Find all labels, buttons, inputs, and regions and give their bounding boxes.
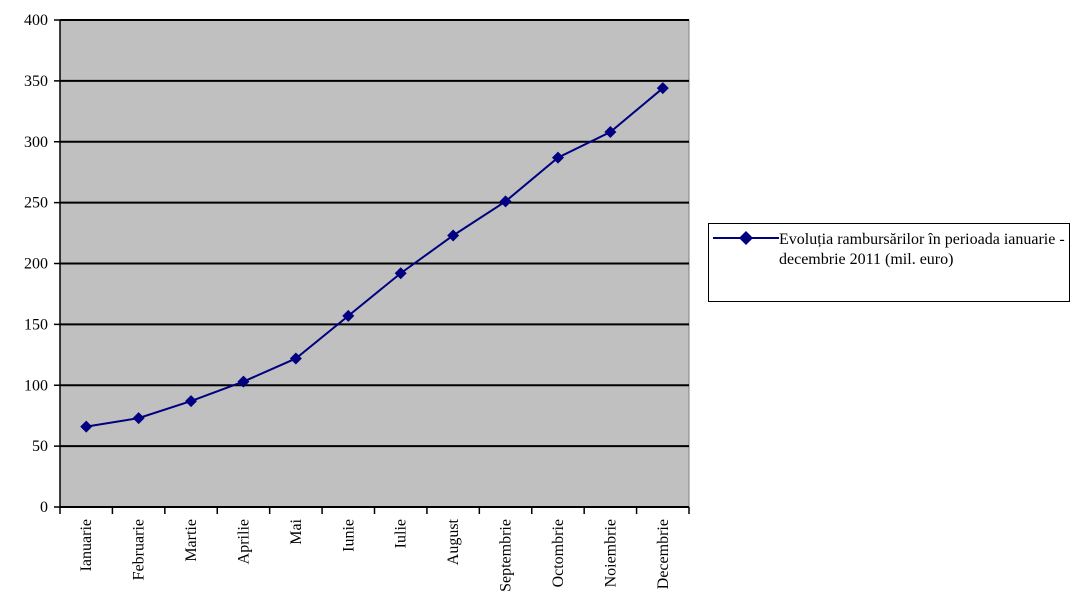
x-tick-label: Septembrie [498, 519, 515, 592]
x-tick-label: Decembrie [655, 519, 672, 589]
x-tick-label: Ianuarie [78, 519, 95, 571]
data-point [132, 412, 145, 425]
legend: Evoluția rambursărilor în perioada ianua… [708, 223, 1070, 302]
data-point [551, 151, 564, 164]
series-line [80, 82, 669, 433]
y-tick-label: 350 [24, 73, 48, 90]
y-tick-label: 250 [24, 195, 48, 212]
y-tick-label: 150 [24, 316, 48, 333]
x-tick-label: Octombrie [550, 519, 567, 587]
x-axis: Ianuarie Februarie Martie Aprilie Mai Iunie Iu… [59, 506, 690, 592]
x-tick-label: Mai [288, 518, 305, 544]
series-path [86, 87, 664, 428]
data-point [499, 195, 512, 208]
x-tick-label: August [445, 518, 462, 565]
x-tick-label: Februarie [131, 519, 148, 580]
data-point [80, 420, 93, 433]
x-tick-label: Iunie [340, 519, 357, 552]
x-tick-label: Iulie [393, 519, 410, 548]
data-point [237, 375, 250, 388]
y-tick-label: 0 [40, 499, 48, 516]
legend-label: Evoluția rambursărilor în perioada ianua… [779, 231, 1065, 268]
data-point [604, 126, 617, 139]
data-point [656, 82, 669, 95]
y-tick-label: 100 [24, 377, 48, 394]
data-point [447, 229, 460, 242]
gridlines [60, 19, 689, 448]
data-point [394, 267, 407, 280]
data-point [185, 395, 198, 408]
data-point [342, 309, 355, 322]
x-tick-label: Noiembrie [602, 519, 619, 587]
y-tick-label: 400 [24, 12, 48, 29]
y-tick-label: 50 [32, 438, 48, 455]
legend-marker-icon [713, 231, 779, 245]
y-tick-label: 200 [24, 256, 48, 273]
data-point [289, 352, 302, 365]
x-tick-label: Aprilie [235, 519, 252, 564]
x-tick-label: Martie [183, 519, 200, 562]
y-tick-label: 300 [24, 134, 48, 151]
y-axis: 0 50 100 150 200 250 300 350 400 [24, 12, 61, 516]
